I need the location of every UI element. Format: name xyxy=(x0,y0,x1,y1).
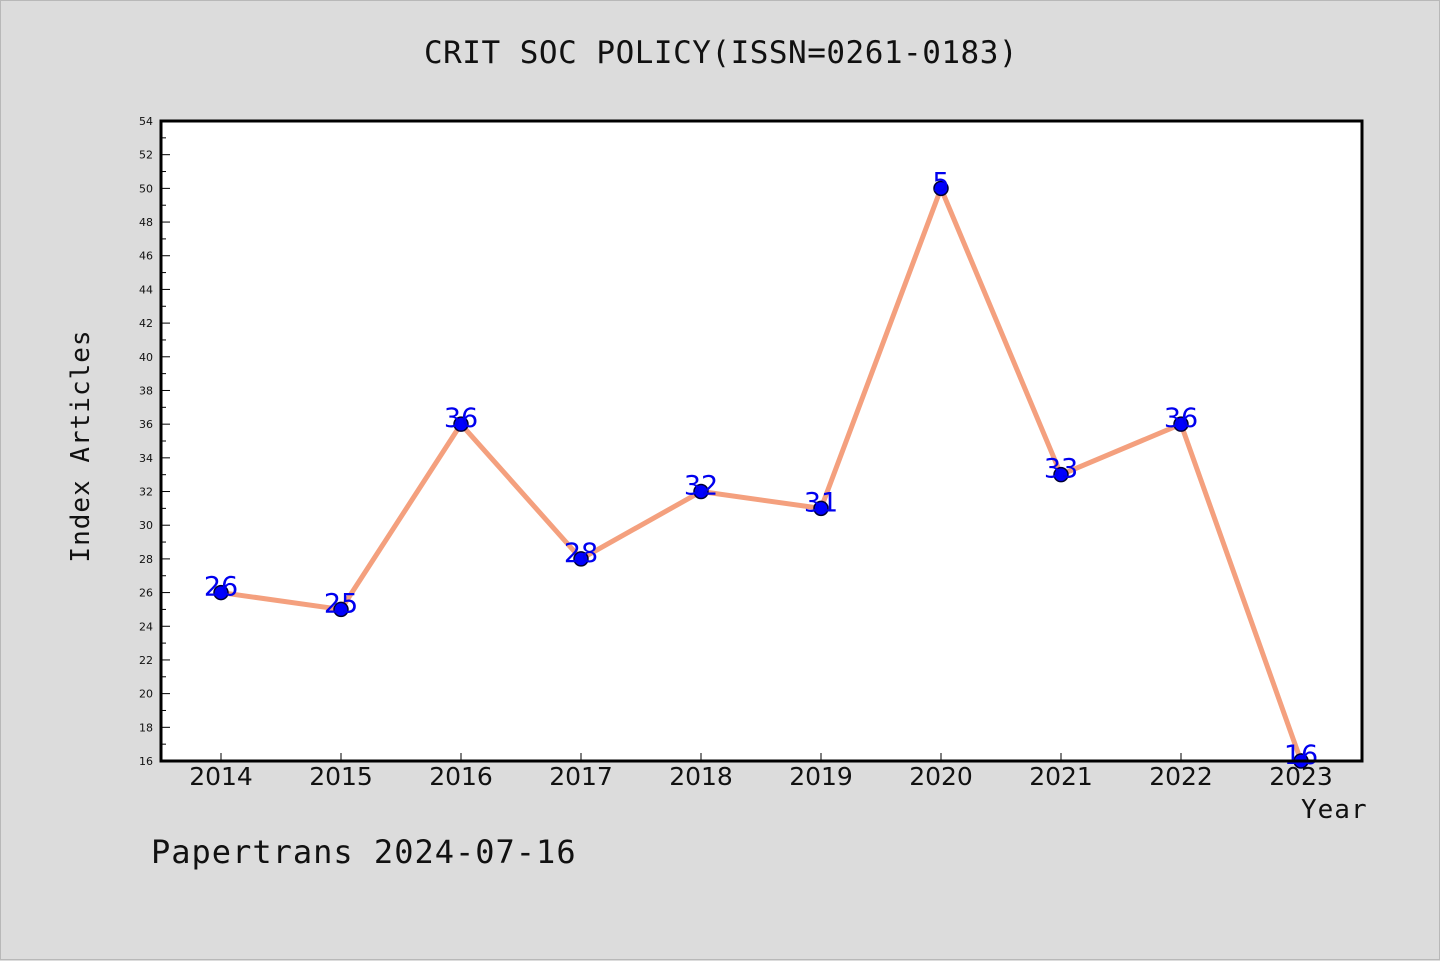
y-tick-label: 22 xyxy=(139,654,153,667)
x-tick-label: 2015 xyxy=(309,762,373,791)
data-point xyxy=(213,584,229,601)
data-label: 36 xyxy=(444,403,478,434)
data-label: 25 xyxy=(324,588,358,619)
data-point xyxy=(333,601,349,618)
x-tick-label: 2019 xyxy=(789,762,853,791)
y-tick-label: 40 xyxy=(139,351,153,364)
y-tick-label: 48 xyxy=(139,216,153,229)
footer-text: Papertrans 2024-07-16 xyxy=(151,833,577,871)
data-point xyxy=(1053,466,1069,483)
data-label: 31 xyxy=(804,487,838,518)
y-axis-label: Index Articles xyxy=(66,329,96,563)
y-tick-label: 52 xyxy=(139,149,153,162)
y-tick-label: 42 xyxy=(139,317,153,330)
data-label: 5 xyxy=(932,167,949,198)
data-point xyxy=(933,180,949,197)
data-point xyxy=(693,483,709,500)
plot-border xyxy=(159,119,1364,763)
y-tick-label: 18 xyxy=(139,721,153,734)
plot-area xyxy=(161,121,1362,761)
y-tick-label: 34 xyxy=(139,452,153,465)
y-tick-label: 54 xyxy=(139,115,153,128)
data-point xyxy=(453,416,469,432)
x-tick-label: 2017 xyxy=(549,762,613,791)
data-label: 16 xyxy=(1284,740,1318,771)
y-tick-label: 50 xyxy=(139,182,153,195)
y-tick-label: 28 xyxy=(139,553,153,566)
x-axis-label: Year xyxy=(1301,795,1368,825)
y-tick-label: 36 xyxy=(139,418,153,431)
y-tick-label: 32 xyxy=(139,486,153,499)
data-point xyxy=(813,500,829,517)
x-tick-label: 2016 xyxy=(429,762,493,791)
data-label: 28 xyxy=(564,538,598,569)
data-label: 33 xyxy=(1044,454,1078,485)
y-tick-label: 24 xyxy=(139,620,153,633)
x-tick-label: 2014 xyxy=(189,762,253,791)
y-tick-label: 20 xyxy=(139,688,153,701)
y-tick-label: 16 xyxy=(139,755,153,768)
data-label: 32 xyxy=(684,471,718,502)
y-tick-label: 30 xyxy=(139,519,153,532)
x-tick-label: 2020 xyxy=(909,762,973,791)
data-label: 36 xyxy=(1164,403,1198,434)
data-label: 26 xyxy=(204,572,238,603)
series-line xyxy=(218,185,1304,764)
data-point xyxy=(573,551,589,567)
y-tick-label: 26 xyxy=(139,587,153,600)
y-tick-label: 38 xyxy=(139,384,153,397)
chart-title: CRIT SOC POLICY(ISSN=0261-0183) xyxy=(423,35,1019,71)
y-tick-label: 46 xyxy=(139,250,153,263)
y-tick-label: 44 xyxy=(139,283,153,296)
x-tick-label: 2022 xyxy=(1149,762,1213,791)
x-tick-label: 2021 xyxy=(1029,762,1093,791)
x-tick-label: 2018 xyxy=(669,762,733,791)
data-point xyxy=(1173,416,1189,432)
